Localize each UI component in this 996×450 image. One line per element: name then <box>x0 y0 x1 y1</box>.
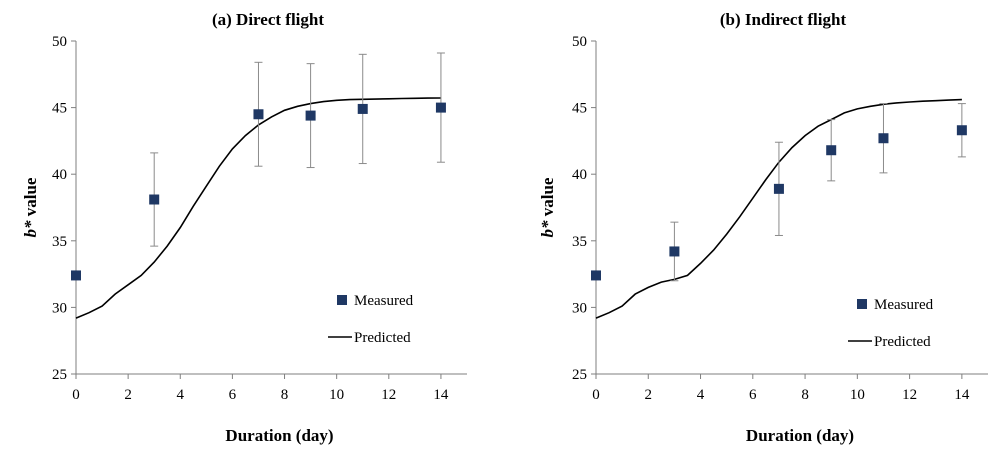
measured-point <box>591 270 601 281</box>
y-tick-label: 50 <box>572 34 587 50</box>
y-axis-title-text: value <box>21 177 40 220</box>
x-tick-label: 12 <box>381 387 396 403</box>
y-tick-label: 25 <box>52 367 67 383</box>
measured-point <box>149 194 160 205</box>
y-tick-label: 30 <box>572 300 587 316</box>
x-tick-label: 2 <box>645 387 653 403</box>
x-tick-label: 4 <box>697 387 705 403</box>
legend: Measured Predicted <box>328 293 414 346</box>
measured-point <box>826 145 837 156</box>
legend-marker-measured <box>337 295 347 305</box>
measured-point <box>253 109 264 120</box>
legend-marker-measured <box>857 299 867 309</box>
x-tick-label: 8 <box>801 387 809 403</box>
x-tick-label: 6 <box>749 387 757 403</box>
x-tick-label: 14 <box>954 387 970 403</box>
x-tick-label: 6 <box>229 387 237 403</box>
x-tick-label: 2 <box>124 387 132 403</box>
y-axis-title: b* value <box>21 177 40 237</box>
y-tick-label: 45 <box>572 101 587 117</box>
y-tick-label: 35 <box>572 234 587 250</box>
panel-title: (a) Direct flight <box>212 10 324 29</box>
x-tick-label: 0 <box>72 387 80 403</box>
y-axis-title-symbol: b* <box>21 220 40 238</box>
x-tick-label: 4 <box>177 387 185 403</box>
y-tick-label: 30 <box>52 300 67 316</box>
legend-label-measured: Measured <box>874 297 934 313</box>
panel-title: (b) Indirect flight <box>720 10 847 29</box>
panel-indirect-flight: (b) Indirect flight 25 30 35 40 45 50 0 2 4 6 8 10 12… <box>538 10 988 445</box>
measured-point <box>357 103 368 114</box>
measured-point <box>305 110 316 121</box>
y-tick-label: 40 <box>572 167 587 183</box>
x-tick-label: 8 <box>281 387 289 403</box>
x-tick-label: 14 <box>433 387 449 403</box>
y-tick-label: 50 <box>52 34 67 50</box>
y-tick-label: 40 <box>52 167 67 183</box>
legend-label-measured: Measured <box>354 293 414 309</box>
y-axis-title: b* value <box>538 177 557 237</box>
measured-point <box>773 183 784 194</box>
panel-direct-flight: (a) Direct flight 25 30 35 40 45 50 0 2 4 6 8 10 12 14… <box>21 10 467 445</box>
legend: Measured Predicted <box>848 297 934 350</box>
x-tick-label: 0 <box>592 387 600 403</box>
measured-point <box>956 125 967 136</box>
measured-point <box>669 246 680 257</box>
measured-point <box>71 270 81 281</box>
y-tick-label: 35 <box>52 234 67 250</box>
y-axis-title-symbol: b* <box>538 220 557 238</box>
y-tick-label: 25 <box>572 367 587 383</box>
x-tick-label: 12 <box>902 387 917 403</box>
measured-point <box>878 133 889 144</box>
y-axis-title-text: value <box>538 177 557 220</box>
legend-label-predicted: Predicted <box>874 334 931 350</box>
legend-label-predicted: Predicted <box>354 330 411 346</box>
measured-point <box>435 102 446 113</box>
x-tick-label: 10 <box>850 387 865 403</box>
x-tick-label: 10 <box>329 387 344 403</box>
x-axis-title: Duration (day) <box>225 426 333 445</box>
x-axis-title: Duration (day) <box>746 426 854 445</box>
y-tick-label: 45 <box>52 101 67 117</box>
